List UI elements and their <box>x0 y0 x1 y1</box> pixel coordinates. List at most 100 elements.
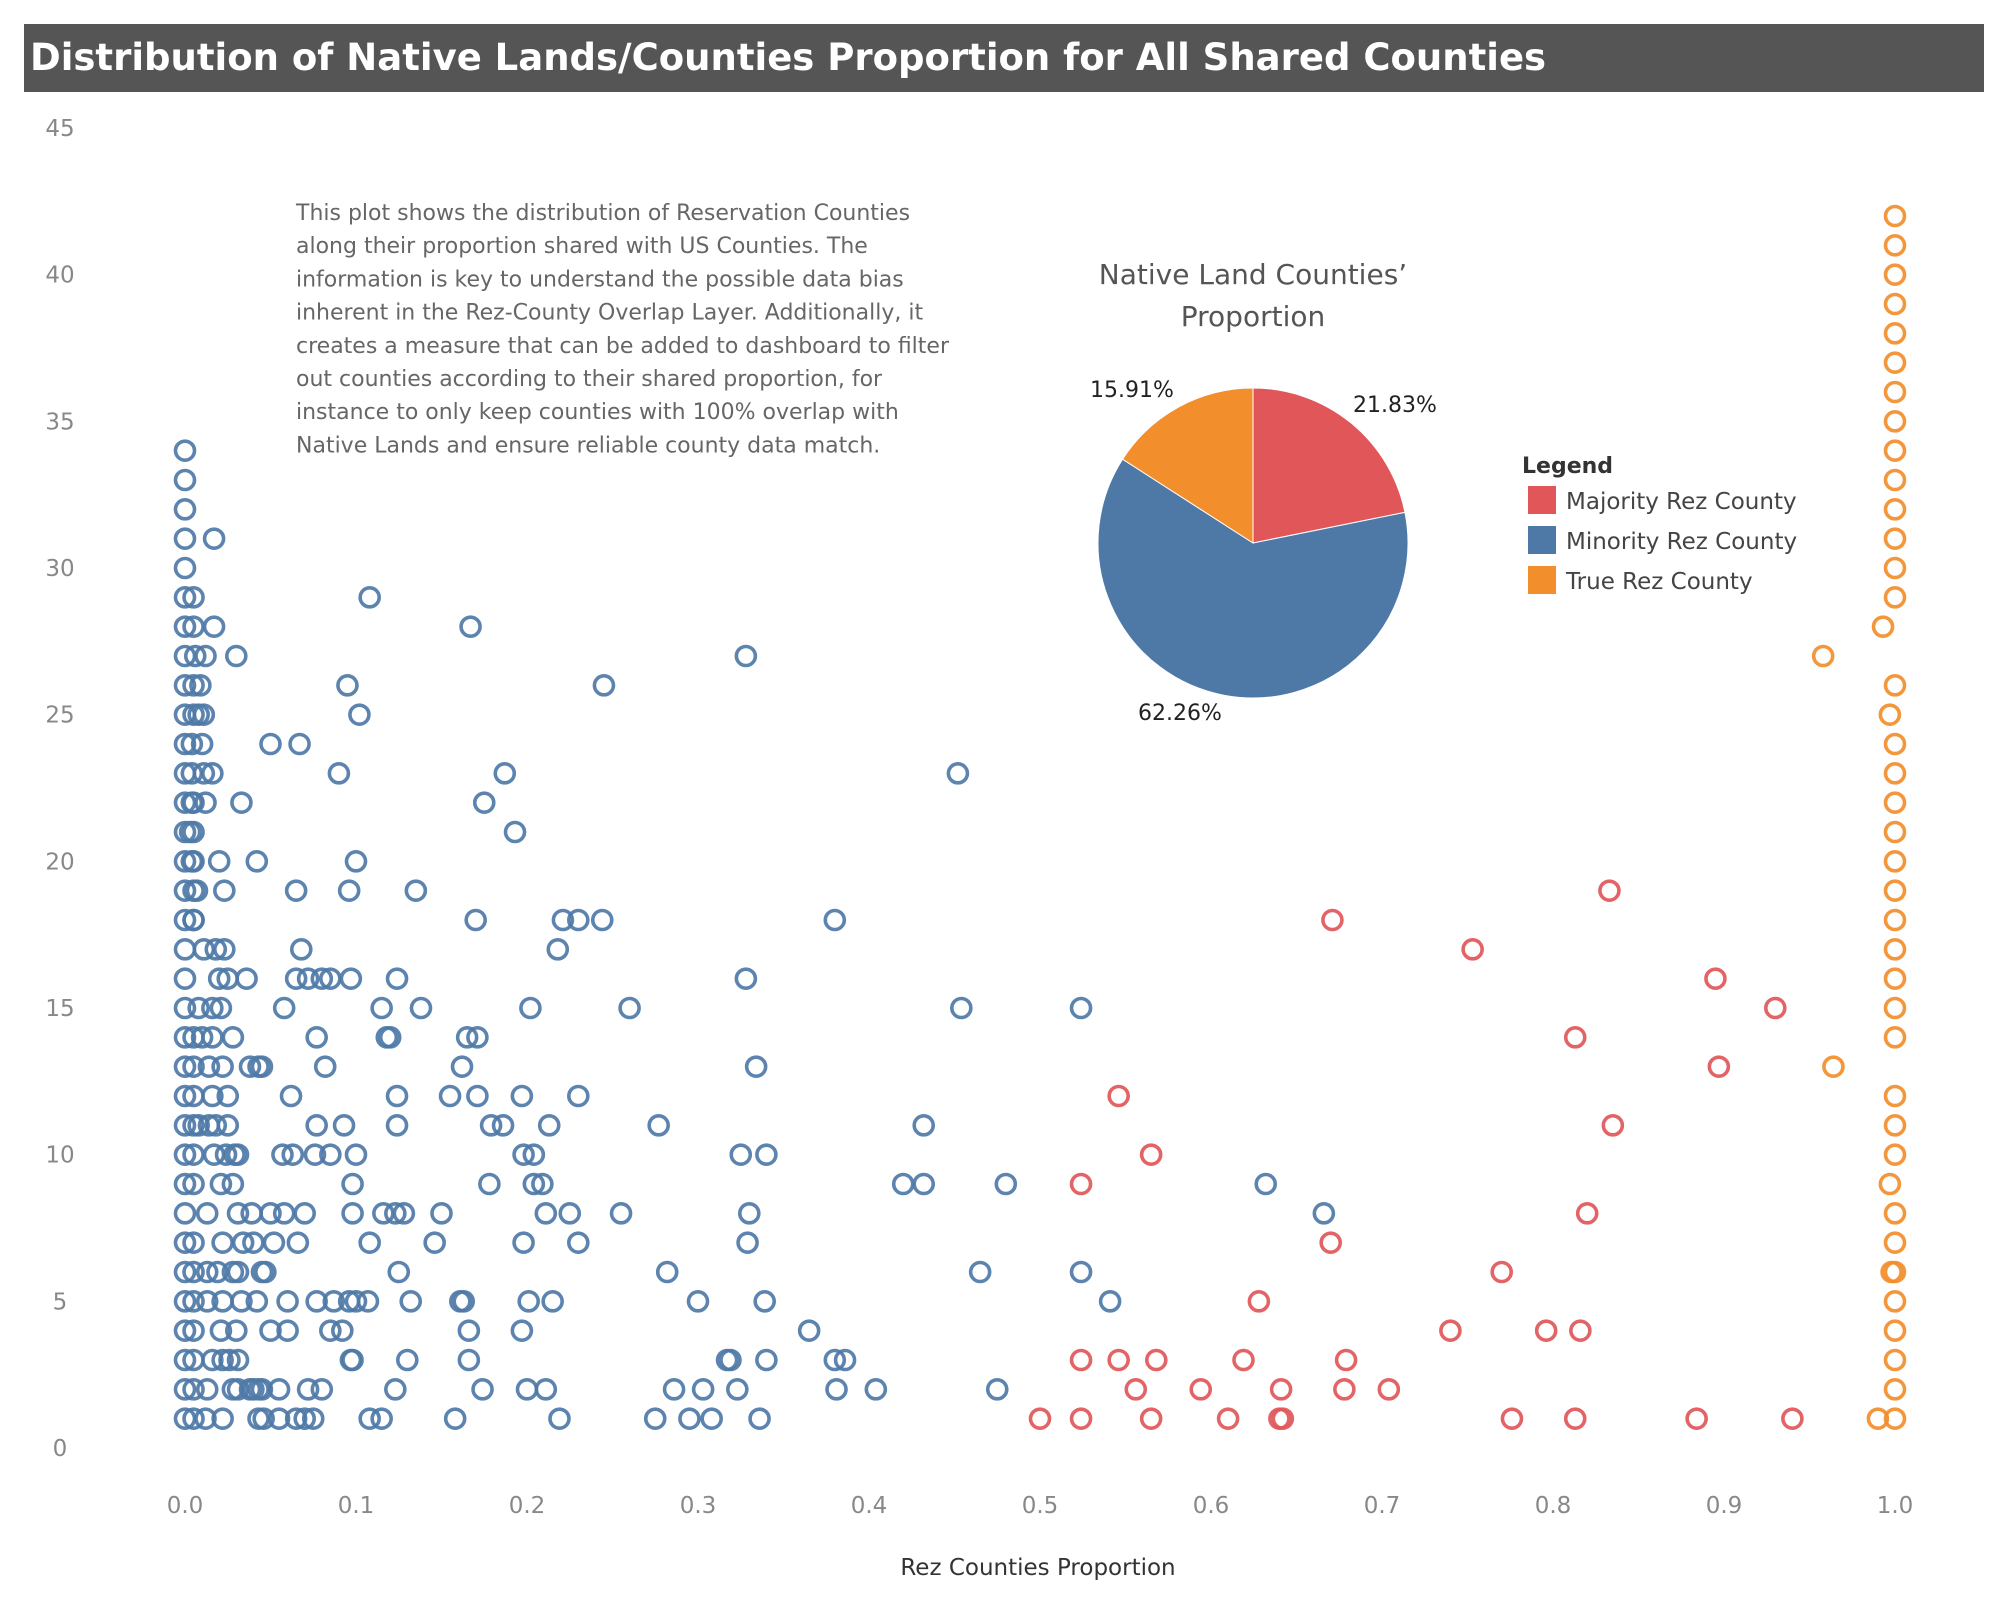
data-point <box>729 1143 753 1166</box>
data-point <box>178 820 202 844</box>
legend-item-label: Majority Rez County <box>1566 489 1797 515</box>
data-point <box>592 674 616 697</box>
data-point <box>182 1055 205 1078</box>
data-point <box>825 1378 848 1401</box>
data-point <box>310 967 334 990</box>
data-point <box>1883 674 1907 697</box>
data-point <box>1878 703 1902 726</box>
data-point <box>301 1407 325 1430</box>
data-point <box>1139 1407 1163 1430</box>
data-point <box>385 967 409 990</box>
data-point <box>254 1260 277 1284</box>
data-point <box>207 967 231 990</box>
data-point <box>336 674 359 697</box>
data-point <box>216 1084 240 1108</box>
data-point <box>1822 1055 1845 1078</box>
data-point <box>1883 527 1907 550</box>
data-point <box>180 850 204 873</box>
data-point <box>1764 996 1787 1020</box>
data-point <box>341 1348 364 1372</box>
data-point <box>1883 410 1907 433</box>
data-point <box>231 1231 255 1254</box>
data-point <box>510 1084 534 1108</box>
y-tick-label: 15 <box>45 996 74 1022</box>
data-point <box>537 1114 561 1137</box>
data-point <box>296 1378 320 1401</box>
data-point <box>337 879 361 902</box>
data-point <box>1563 1407 1587 1430</box>
data-point <box>512 1143 535 1166</box>
data-point <box>284 1407 308 1430</box>
data-point <box>173 468 197 492</box>
data-point <box>279 1084 303 1108</box>
data-point <box>182 1290 205 1313</box>
data-point <box>1069 1348 1093 1372</box>
data-point <box>221 1172 245 1196</box>
pie-slice-majority-rez-county <box>1252 387 1406 544</box>
data-point <box>384 1202 407 1225</box>
data-point <box>1883 1202 1907 1225</box>
data-point <box>1107 1084 1130 1108</box>
y-tick-label: 35 <box>45 409 74 435</box>
data-point <box>1312 1202 1336 1225</box>
x-tick-label: 0.1 <box>338 1493 375 1519</box>
data-point <box>1685 1407 1708 1430</box>
data-point <box>517 1290 541 1313</box>
data-point <box>534 1378 558 1401</box>
data-point <box>618 996 641 1020</box>
y-tick-label: 30 <box>45 556 74 582</box>
data-point <box>823 1348 847 1372</box>
description-line: inherent in the Rez-County Overlap Layer… <box>296 301 923 326</box>
data-point <box>1883 1319 1907 1342</box>
data-point <box>466 1084 489 1108</box>
data-point <box>238 1055 262 1078</box>
pie-slice-label: 15.91% <box>1090 378 1174 403</box>
data-point <box>272 996 296 1020</box>
data-point <box>399 1290 423 1313</box>
data-point <box>1883 292 1907 316</box>
data-point <box>195 1290 219 1313</box>
data-point <box>293 1202 317 1225</box>
data-point <box>226 1202 250 1225</box>
x-tick-label: 0.8 <box>1535 1493 1572 1519</box>
data-point <box>225 1319 248 1342</box>
data-point <box>182 1319 205 1342</box>
data-point <box>173 615 197 638</box>
description-line: creates a measure that can be added to d… <box>296 334 950 359</box>
description-line: instance to only keep counties with 100%… <box>296 400 899 425</box>
description-line: This plot shows the distribution of Rese… <box>295 201 910 226</box>
data-point <box>522 1172 546 1196</box>
data-point <box>204 1114 228 1137</box>
data-point <box>358 586 381 609</box>
data-point <box>1069 1407 1093 1430</box>
data-point <box>534 1202 558 1225</box>
data-point <box>173 1114 197 1137</box>
data-point <box>1534 1319 1558 1342</box>
data-point <box>173 850 197 873</box>
data-point <box>216 1114 240 1137</box>
data-point <box>211 1231 234 1254</box>
series-majority-rez-county <box>1028 879 1804 1430</box>
data-point <box>744 1055 768 1078</box>
data-point <box>457 1348 481 1372</box>
data-point <box>558 1202 582 1225</box>
data-point <box>734 644 758 668</box>
data-point <box>180 791 204 814</box>
data-point <box>912 1114 936 1137</box>
data-point <box>1334 1348 1358 1372</box>
data-point <box>284 967 308 990</box>
data-point <box>356 1290 380 1313</box>
data-point <box>230 791 253 814</box>
data-point <box>655 1260 679 1284</box>
legend-item-label: Minority Rez County <box>1566 529 1797 555</box>
description-line: Native Lands and ensure reliable county … <box>296 433 880 458</box>
data-point <box>409 996 433 1020</box>
data-point <box>450 1055 474 1078</box>
data-point <box>737 1202 761 1225</box>
data-point <box>755 1143 778 1166</box>
data-point <box>385 1084 409 1108</box>
data-point <box>1028 1407 1052 1430</box>
data-point <box>503 820 527 844</box>
data-point <box>1069 996 1093 1020</box>
